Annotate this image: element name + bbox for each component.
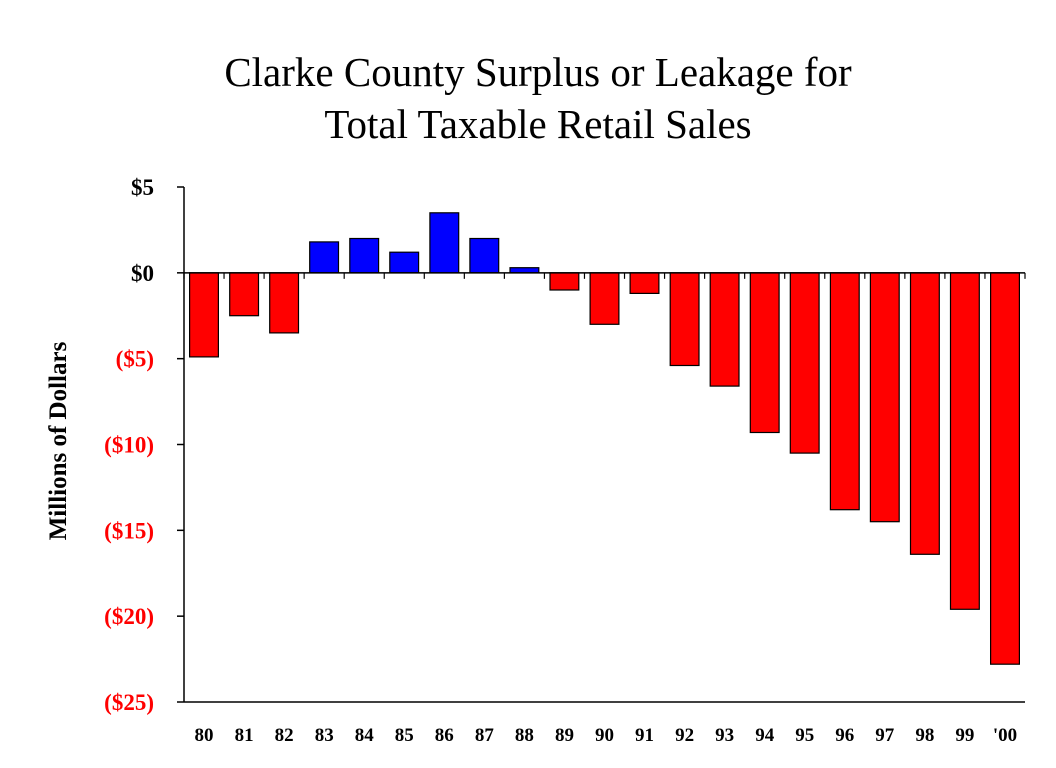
x-tick-label: 98 bbox=[915, 725, 934, 746]
x-tick-label: 97 bbox=[875, 725, 895, 746]
x-tick-label: 91 bbox=[635, 725, 654, 746]
bar-84 bbox=[349, 237, 380, 274]
x-tick-labels: 80 81 82 83 84 85 86 87 88 89 90 91 92 93 94 95 96 97 98 99… bbox=[195, 725, 1018, 746]
x-tick-label: 81 bbox=[235, 725, 254, 746]
bar-86 bbox=[429, 212, 460, 274]
bar-89 bbox=[549, 272, 580, 291]
y-tick-label: ($5) bbox=[116, 347, 154, 372]
bar-97 bbox=[869, 272, 900, 523]
x-tick-label: 93 bbox=[715, 725, 734, 746]
bar-82 bbox=[269, 272, 300, 334]
x-tick-label: 82 bbox=[275, 725, 294, 746]
y-tick-label: ($10) bbox=[104, 433, 154, 458]
x-tick-label: 85 bbox=[395, 725, 414, 746]
x-tick-label: 86 bbox=[435, 725, 454, 746]
bar-95 bbox=[789, 272, 820, 454]
x-tick-label: 94 bbox=[755, 725, 775, 746]
y-tick-label: ($25) bbox=[104, 690, 154, 715]
x-tick-label: 80 bbox=[195, 725, 214, 746]
bar-85 bbox=[389, 251, 420, 274]
x-tick-label: 95 bbox=[795, 725, 814, 746]
bar-96 bbox=[829, 272, 860, 511]
x-tick-label: 83 bbox=[315, 725, 334, 746]
x-tick-label: 87 bbox=[475, 725, 495, 746]
x-tick-label: 96 bbox=[835, 725, 854, 746]
bar-94 bbox=[749, 272, 780, 434]
chart-title-line-1: Clarke County Surplus or Leakage for bbox=[224, 49, 852, 95]
bar-83 bbox=[309, 241, 340, 274]
x-tick-label: 89 bbox=[555, 725, 574, 746]
bar-99 bbox=[949, 272, 980, 610]
y-tick-labels: $5 $0 ($5) ($10) ($15) ($20) ($25) bbox=[104, 175, 154, 715]
bar-00 bbox=[989, 272, 1020, 665]
x-tick-label: 99 bbox=[955, 725, 974, 746]
x-tick-label: 90 bbox=[595, 725, 614, 746]
axes-group bbox=[177, 186, 1026, 703]
y-axis-label: Millions of Dollars bbox=[45, 341, 72, 540]
y-tick-label: $0 bbox=[131, 261, 154, 286]
x-tick-label: 88 bbox=[515, 725, 534, 746]
y-tick-label: ($20) bbox=[104, 604, 154, 629]
bar-98 bbox=[909, 272, 940, 555]
chart-title-line-2: Total Taxable Retail Sales bbox=[324, 101, 751, 147]
x-tick-label: 92 bbox=[675, 725, 694, 746]
bar-92 bbox=[669, 272, 700, 367]
bar-80 bbox=[189, 272, 220, 358]
bar-88 bbox=[509, 267, 540, 274]
bar-91 bbox=[629, 272, 660, 294]
y-tick-label: ($15) bbox=[104, 518, 154, 543]
bar-87 bbox=[469, 237, 500, 274]
x-tick-label: 84 bbox=[355, 725, 375, 746]
x-tick-label: '00 bbox=[993, 725, 1017, 746]
y-tick-label: $5 bbox=[131, 175, 154, 200]
bar-93 bbox=[709, 272, 740, 387]
bar-81 bbox=[229, 272, 260, 317]
bars-group bbox=[189, 212, 1020, 665]
bar-90 bbox=[589, 272, 620, 325]
